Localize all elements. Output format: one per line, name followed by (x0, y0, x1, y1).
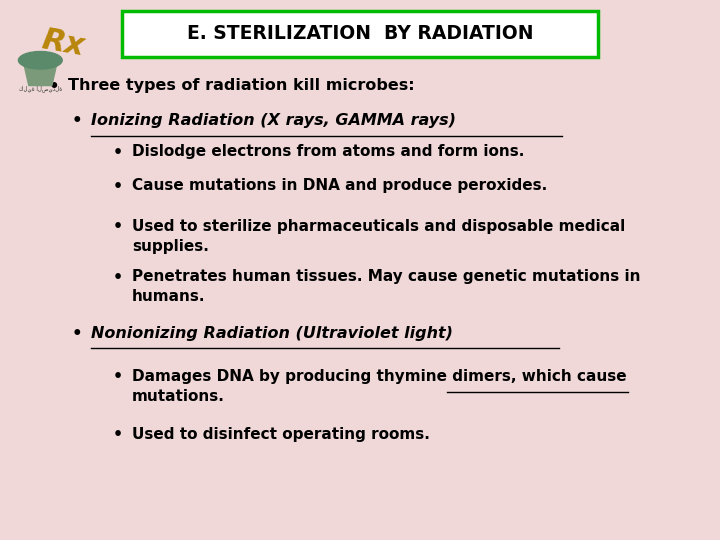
Text: Ionizing Radiation (X rays, GAMMA rays): Ionizing Radiation (X rays, GAMMA rays) (91, 113, 456, 129)
FancyBboxPatch shape (122, 11, 598, 57)
Text: Cause mutations in DNA and produce peroxides.: Cause mutations in DNA and produce perox… (132, 178, 547, 193)
Polygon shape (23, 60, 58, 85)
Text: كلية الصيدلة: كلية الصيدلة (19, 85, 62, 92)
Text: Penetrates human tissues. May cause genetic mutations in
humans.: Penetrates human tissues. May cause gene… (132, 269, 640, 305)
Ellipse shape (19, 51, 62, 69)
Text: •: • (112, 369, 122, 384)
Text: Dislodge electrons from atoms and form ions.: Dislodge electrons from atoms and form i… (132, 144, 524, 159)
Text: Rx: Rx (40, 26, 87, 62)
Text: •: • (72, 325, 82, 343)
Text: •: • (112, 269, 122, 285)
Text: E. STERILIZATION  BY RADIATION: E. STERILIZATION BY RADIATION (186, 24, 534, 43)
Text: •: • (112, 219, 122, 234)
Text: •: • (72, 112, 82, 131)
Text: •: • (112, 427, 122, 442)
Text: Used to sterilize pharmaceuticals and disposable medical
supplies.: Used to sterilize pharmaceuticals and di… (132, 219, 625, 254)
Text: •: • (49, 78, 59, 97)
Text: Used to disinfect operating rooms.: Used to disinfect operating rooms. (132, 427, 430, 442)
Text: Damages DNA by producing thymine dimers, which cause
mutations.: Damages DNA by producing thymine dimers,… (132, 369, 626, 404)
Text: •: • (112, 179, 122, 194)
Text: •: • (112, 145, 122, 160)
Text: Nonionizing Radiation (Ultraviolet light): Nonionizing Radiation (Ultraviolet light… (91, 326, 454, 341)
Text: Three types of radiation kill microbes:: Three types of radiation kill microbes: (68, 78, 415, 93)
